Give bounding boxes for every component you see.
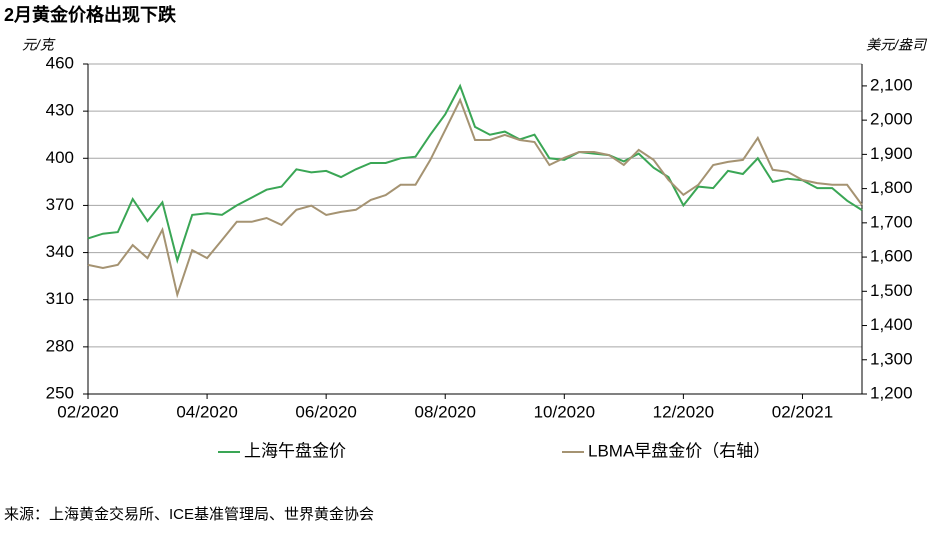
legend-label: LBMA早盘金价（右轴）	[588, 441, 770, 460]
y2-tick-label: 1,400	[870, 315, 913, 334]
y-tick-label: 250	[46, 383, 74, 402]
legend-label: 上海午盘金价	[244, 441, 346, 460]
chart-title: 2月黄金价格出现下跌	[4, 4, 177, 25]
y-tick-label: 460	[46, 53, 74, 72]
x-tick-label: 12/2020	[653, 402, 714, 421]
y2-tick-label: 1,900	[870, 144, 913, 163]
series-line	[87, 97, 863, 299]
y-tick-label: 430	[46, 101, 74, 120]
y2-tick-label: 1,200	[870, 383, 913, 402]
series-line	[87, 83, 863, 264]
x-tick-label: 04/2020	[176, 402, 237, 421]
y2-axis-label: 美元/盎司	[866, 37, 928, 53]
x-tick-label: 02/2021	[772, 402, 833, 421]
y2-tick-label: 1,700	[870, 212, 913, 231]
y2-tick-label: 1,800	[870, 178, 913, 197]
x-tick-label: 06/2020	[295, 402, 356, 421]
x-tick-label: 08/2020	[415, 402, 476, 421]
x-tick-label: 10/2020	[534, 402, 595, 421]
y-tick-label: 340	[46, 242, 74, 261]
source-note: 来源：上海黄金交易所、ICE基准管理局、世界黄金协会	[4, 505, 374, 523]
y2-tick-label: 1,600	[870, 247, 913, 266]
y-tick-label: 400	[46, 148, 74, 167]
y2-tick-label: 1,500	[870, 281, 913, 300]
y-tick-label: 310	[46, 289, 74, 308]
x-tick-label: 02/2020	[57, 402, 118, 421]
y-tick-label: 280	[46, 336, 74, 355]
y-axis-label: 元/克	[22, 37, 56, 53]
y-tick-label: 370	[46, 195, 74, 214]
y2-tick-label: 2,100	[870, 75, 913, 94]
y2-tick-label: 1,300	[870, 349, 913, 368]
y2-tick-label: 2,000	[870, 110, 913, 129]
